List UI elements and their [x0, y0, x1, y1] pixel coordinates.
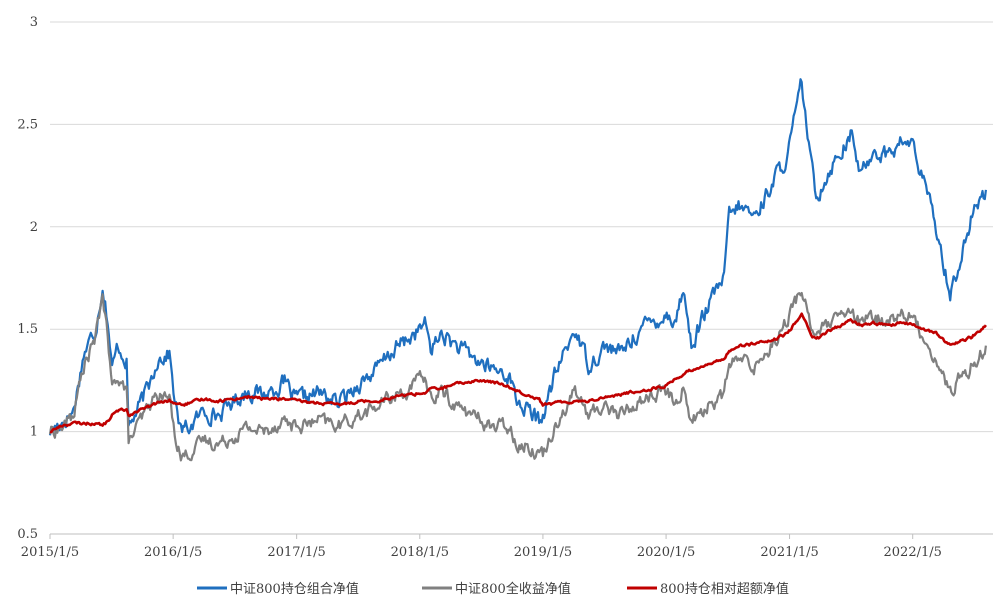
x-tick-label: 2015/1/5	[21, 545, 79, 560]
y-tick-label: 3	[30, 15, 38, 30]
y-tick-label: 1	[30, 425, 38, 440]
x-tick-label: 2020/1/5	[637, 545, 695, 560]
y-tick-label: 0.5	[17, 527, 38, 542]
x-tick-label: 2021/1/5	[760, 545, 818, 560]
gridlines	[50, 21, 993, 433]
x-tick-labels: 2015/1/5 2016/1/5 2017/1/5 2018/1/5 2019/1/5…	[21, 545, 942, 560]
legend-label: 800持仓相对超额净值	[660, 581, 789, 597]
y-tick-labels: 0.5 1 1.5 2 2.5 3	[17, 15, 38, 542]
x-tick-label: 2016/1/5	[144, 545, 202, 560]
x-tick-label: 2017/1/5	[267, 545, 325, 560]
y-tick-label: 2	[30, 220, 38, 235]
x-tick-label: 2018/1/5	[391, 545, 449, 560]
legend-label: 中证800持仓组合净值	[230, 581, 359, 597]
y-tick-label: 2.5	[17, 117, 38, 132]
y-tick-label: 1.5	[17, 322, 38, 337]
series-line-1	[48, 78, 987, 436]
x-tick-label: 2022/1/5	[884, 545, 942, 560]
legend-label: 中证800全收益净值	[455, 581, 571, 597]
legend: 中证800持仓组合净值 中证800全收益净值 800持仓相对超额净值	[197, 581, 789, 597]
x-axis	[49, 533, 993, 539]
x-tick-label: 2019/1/5	[514, 545, 572, 560]
series-line-3	[49, 312, 987, 434]
series-line-2	[48, 291, 987, 462]
series-lines	[48, 78, 987, 462]
